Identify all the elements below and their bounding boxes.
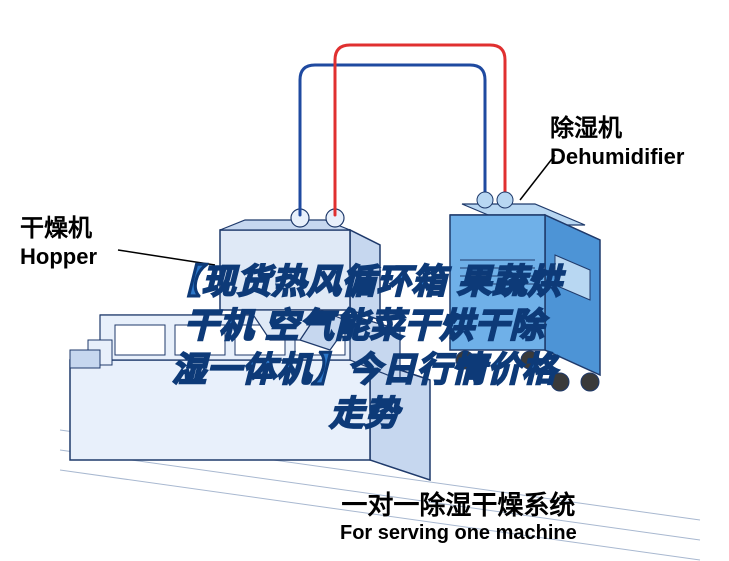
system-label-en: For serving one machine — [340, 522, 577, 545]
banner-line: 干机 空气能菜干烘干除 — [0, 304, 729, 348]
banner-line: 【现货热风循环箱 果蔬烘 — [0, 260, 729, 304]
system-label-cn: 一对一除湿干燥系统 — [340, 485, 577, 522]
hopper-label-cn: 干燥机 — [20, 215, 97, 244]
dehumidifier-label: 除湿机 Dehumidifier — [550, 115, 684, 170]
banner-line: 湿一体机】今日行情价格 — [0, 348, 729, 392]
dehumidifier-label-en: Dehumidifier — [550, 144, 684, 170]
banner-line: 走势 — [0, 392, 729, 436]
dehumidifier-label-cn: 除湿机 — [550, 115, 684, 144]
overlay-banner: 【现货热风循环箱 果蔬烘干机 空气能菜干烘干除湿一体机】今日行情价格走势 — [0, 260, 729, 436]
system-label: 一对一除湿干燥系统 For serving one machine — [340, 485, 577, 545]
